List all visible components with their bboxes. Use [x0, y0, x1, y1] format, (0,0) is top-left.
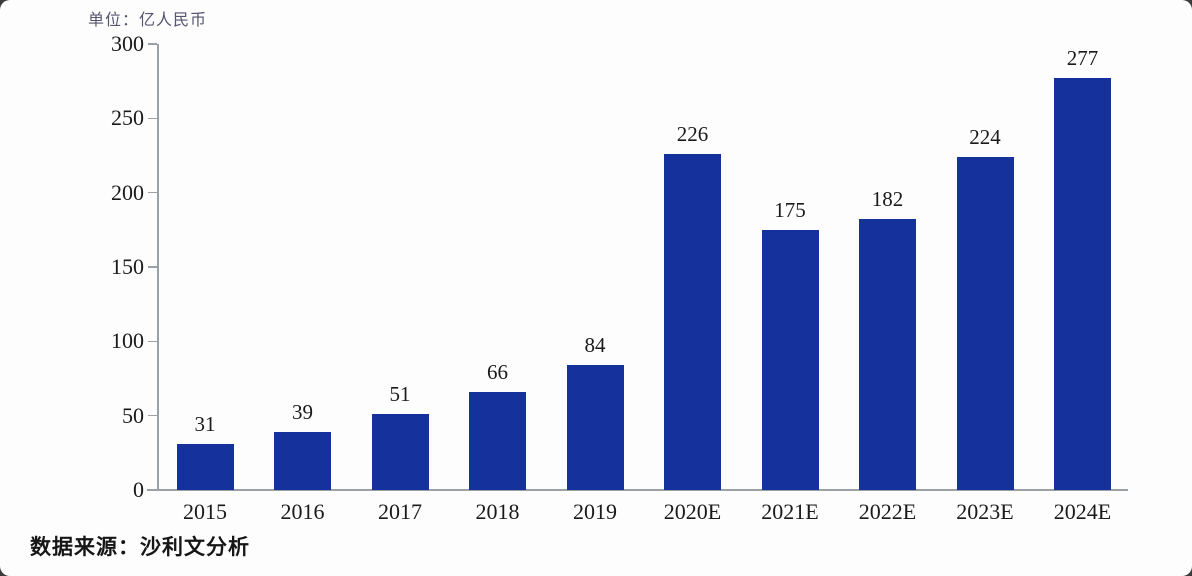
bar-value-label: 182 — [871, 187, 904, 212]
bar — [956, 156, 1014, 490]
bar-value-label: 39 — [292, 400, 313, 425]
y-tick-mark — [148, 266, 157, 268]
y-tick-label: 0 — [133, 477, 144, 502]
y-tick-label: 200 — [111, 179, 144, 205]
x-axis-line — [147, 489, 1128, 491]
x-axis-category-label: 2020E — [663, 499, 722, 524]
bar-value-label: 175 — [774, 197, 806, 222]
x-axis-category-label: 2015 — [183, 499, 227, 524]
bar-value-label: 51 — [389, 382, 411, 407]
y-tick-label: 300 — [111, 31, 144, 56]
x-axis-category-label: 2021E — [761, 499, 819, 524]
x-axis-category-label: 2016 — [280, 499, 325, 524]
bar — [176, 443, 234, 490]
bar-value-label: 224 — [969, 124, 1001, 149]
y-tick-label: 100 — [111, 328, 144, 354]
x-axis-category-label: 2022E — [858, 499, 917, 524]
y-tick-mark — [148, 340, 157, 343]
x-axis-category-label: 2024E — [1053, 499, 1112, 524]
bar — [566, 365, 624, 490]
y-tick-mark — [148, 489, 157, 491]
bar — [274, 432, 331, 490]
source-note: 数据来源：沙利文分析 — [30, 536, 250, 559]
x-axis-category-label: 2017 — [378, 499, 422, 524]
y-tick-label: 150 — [111, 254, 144, 279]
bar-value-label: 66 — [487, 359, 508, 384]
x-axis-category-label: 2018 — [475, 499, 520, 524]
y-tick-label: 50 — [122, 402, 144, 428]
bar — [1054, 78, 1111, 490]
bar-value-label: 226 — [676, 122, 709, 146]
bar — [469, 391, 526, 490]
y-axis-line — [157, 44, 159, 490]
x-axis-category-label: 2023E — [956, 499, 1014, 524]
bar-value-label: 277 — [1066, 46, 1099, 71]
x-axis-category-label: 2019 — [573, 499, 617, 524]
y-tick-mark — [148, 117, 157, 120]
y-tick-mark — [148, 191, 157, 194]
y-tick-label: 250 — [111, 105, 144, 131]
bar-value-label: 31 — [194, 411, 216, 436]
y-tick-mark — [148, 43, 157, 45]
bar-value-label: 84 — [584, 333, 606, 358]
bar — [761, 229, 819, 490]
bar — [859, 219, 916, 490]
unit-label: 单位：亿人民币 — [88, 12, 208, 29]
bar — [371, 414, 429, 490]
bar — [664, 154, 721, 490]
y-tick-mark — [148, 414, 157, 417]
